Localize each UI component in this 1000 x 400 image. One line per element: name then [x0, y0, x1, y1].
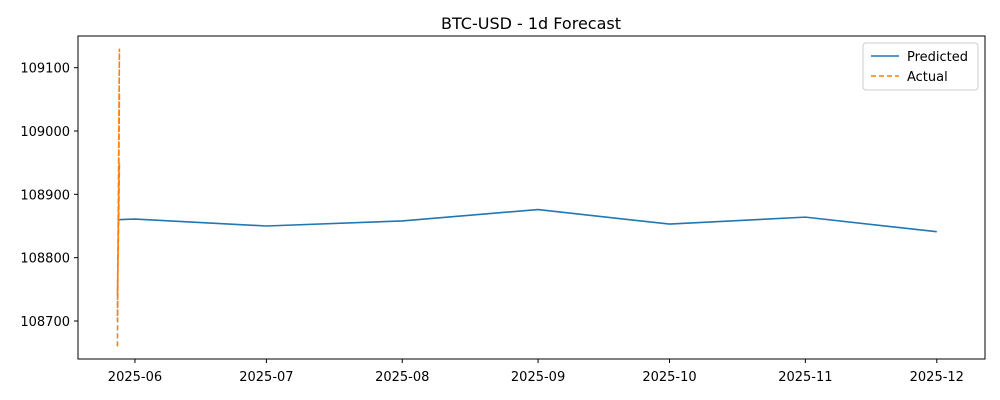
x-tick-label: 2025-11	[778, 370, 832, 385]
plot-frame	[77, 35, 986, 360]
y-tick-label: 109000	[20, 125, 70, 140]
x-tick-label: 2025-12	[910, 370, 964, 385]
y-tick-label: 108700	[20, 315, 70, 330]
x-tick-label: 2025-08	[375, 370, 429, 385]
x-tick-label: 2025-10	[642, 370, 696, 385]
y-tick-label: 108900	[20, 188, 70, 203]
x-tick-label: 2025-07	[239, 370, 293, 385]
x-axis: 2025-06 2025-07 2025-08 2025-09 2025-10 2025-…	[108, 359, 964, 385]
y-tick-label: 109100	[20, 62, 70, 77]
series-line-predicted	[117, 208, 937, 233]
x-tick-label: 2025-06	[108, 370, 162, 385]
y-tick-label: 108800	[20, 252, 70, 267]
y-axis: 108700 108800 108900 109000 109100	[20, 62, 78, 330]
series-layer	[116, 48, 937, 347]
legend-box	[862, 42, 979, 91]
legend-label-actual: Actual	[907, 70, 948, 85]
legend-label-predicted: Predicted	[907, 50, 968, 65]
legend: Predicted Actual	[862, 42, 979, 91]
chart-title: BTC-USD - 1d Forecast	[441, 14, 621, 33]
series-line-actual	[116, 48, 121, 347]
x-tick-label: 2025-09	[511, 370, 565, 385]
